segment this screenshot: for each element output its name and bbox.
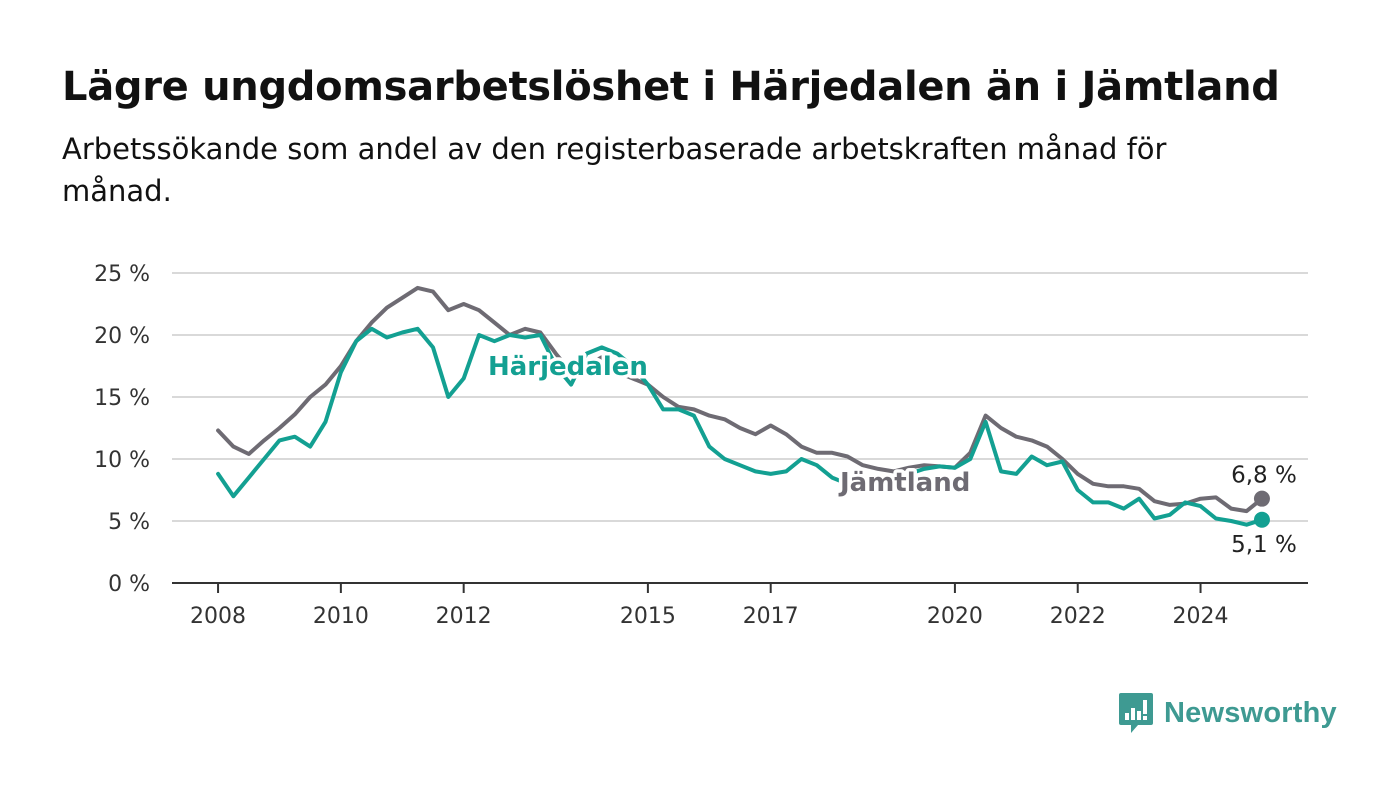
series-end-point-1: [1253, 511, 1270, 528]
y-axis-ticks: 0 % 5 % 10 % 15 % 20 % 25 %: [94, 262, 150, 597]
y-tick-label: 20 %: [94, 324, 150, 349]
chart-title: Lägre ungdomsarbetslöshet i Härjedalen ä…: [62, 64, 1280, 110]
end-value-label-jamtland: 6,8 %: [1231, 463, 1297, 489]
series-end-point-0: [1253, 490, 1270, 507]
gridlines: [172, 272, 1308, 522]
newsworthy-logo-icon: [1119, 693, 1153, 733]
x-tick-label: 2022: [1050, 604, 1106, 629]
brand-name: Newsworthy: [1164, 696, 1337, 729]
series-lines: [216, 285, 1270, 528]
x-tick-label: 2010: [313, 604, 369, 629]
x-tick-label: 2012: [436, 604, 492, 629]
series-line-1: [216, 326, 1264, 527]
y-tick-label: 15 %: [94, 386, 150, 411]
y-tick-label: 5 %: [108, 510, 150, 535]
chart-subtitle: Arbetssökande som andel av den registerb…: [62, 132, 1167, 208]
newsworthy-logo: Newsworthy: [1118, 690, 1337, 736]
x-tick-label: 2024: [1173, 604, 1229, 629]
series-label-harjedalen: Härjedalen: [488, 352, 648, 382]
x-tick-label: 2008: [190, 604, 246, 629]
x-tick-label: 2015: [620, 604, 676, 629]
series-line-0: [216, 285, 1264, 514]
x-axis: 2008 2010 2012 2015 2017 2020 2022 2024: [172, 582, 1308, 629]
x-tick-label: 2017: [743, 604, 799, 629]
y-tick-label: 25 %: [94, 262, 150, 287]
series-labels: Jämtland Härjedalen 6,8 % 5,1 %: [485, 349, 1297, 558]
y-tick-label: 0 %: [108, 572, 150, 597]
end-value-label-harjedalen: 5,1 %: [1231, 532, 1297, 558]
y-tick-label: 10 %: [94, 448, 150, 473]
x-tick-label: 2020: [927, 604, 983, 629]
series-label-jamtland: Jämtland: [838, 468, 970, 498]
